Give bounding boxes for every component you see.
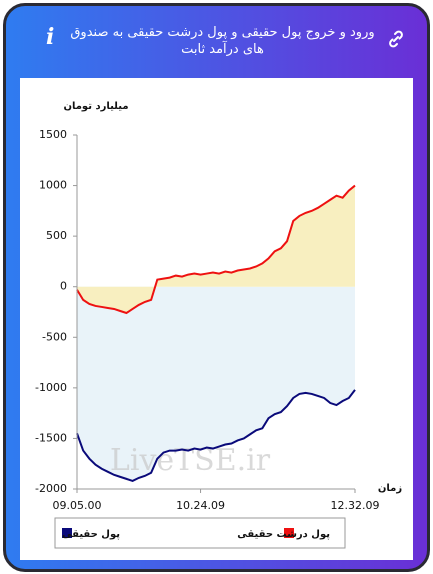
legend-box: [54, 517, 346, 549]
legend-swatch: [284, 528, 294, 538]
legend-label: پول درشت حقیقی: [237, 529, 330, 540]
y-tick-label: 1500: [39, 128, 67, 141]
x-tick-label: 12.32.09: [331, 499, 380, 512]
series-line: [76, 184, 356, 315]
legend-swatch: [62, 528, 72, 538]
x-tick-label: 09.05.00: [53, 499, 102, 512]
legend-label: پول حقیقی: [62, 529, 120, 540]
header: i ورود و خروج پول حقیقی و پول درشت حقیقی…: [6, 6, 427, 76]
y-tick-label: 0: [60, 280, 67, 293]
header-title: ورود و خروج پول حقیقی و پول درشت حقیقی ب…: [70, 25, 375, 57]
y-tick-label: 1000: [39, 179, 67, 192]
y-tick-label: 500: [46, 229, 67, 242]
watermark: LiveTSE.ir: [110, 443, 271, 478]
y-tick-label: -500: [42, 330, 67, 343]
y-axis-label: میلیارد تومان: [63, 101, 128, 112]
x-tick-label: 10.24.09: [176, 499, 225, 512]
series-line: [76, 389, 356, 482]
info-icon[interactable]: i: [46, 24, 55, 50]
x-axis-label: زمان: [378, 483, 402, 494]
y-tick-label: -1500: [35, 431, 67, 444]
y-tick-label: -1000: [35, 381, 67, 394]
y-tick-label: -2000: [35, 482, 67, 495]
area-fill: [77, 286, 355, 481]
area-fill: [77, 185, 355, 314]
link-icon[interactable]: [387, 30, 405, 48]
